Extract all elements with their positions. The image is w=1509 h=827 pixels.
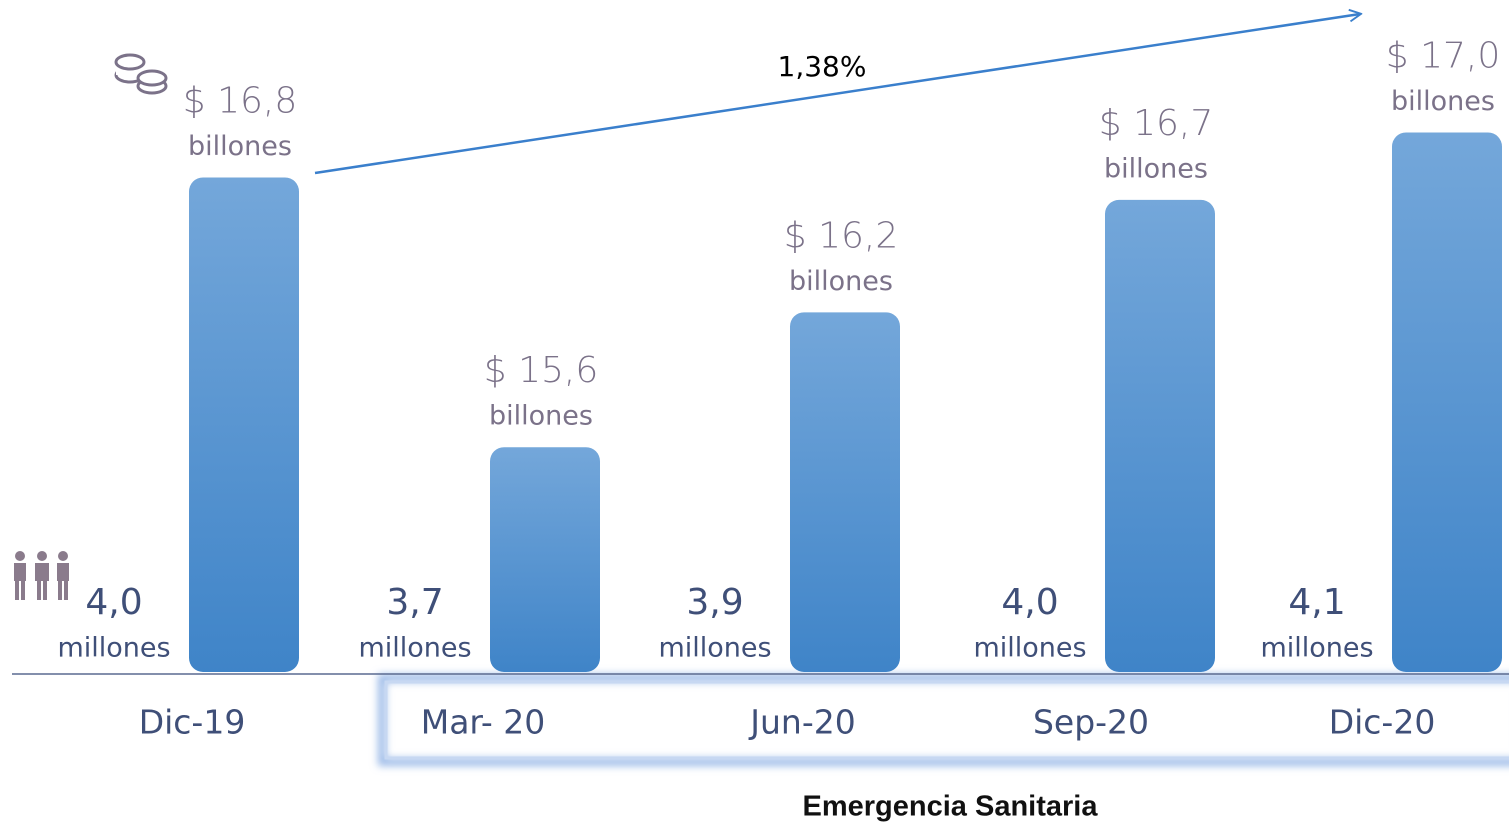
bar [790,312,900,672]
highlight-box [384,680,1509,760]
coins-icon [114,53,168,95]
bar [1392,132,1502,673]
people-unit: millones [1260,633,1373,664]
people-unit: millones [358,633,471,664]
value-label: $ 17,0 [1386,35,1501,76]
annotation: 1,38% [778,50,867,83]
bar [189,177,299,672]
bar [490,447,600,672]
people-unit: millones [658,633,771,664]
people-icon [14,551,69,600]
value-unit: billones [489,401,593,432]
people-label: 4,0 [1001,582,1058,623]
value-label: $ 16,2 [784,215,899,256]
x-tick-label: Sep-20 [1033,703,1149,742]
highlight-glow [378,674,1509,766]
x-tick-label: Mar- 20 [421,703,546,742]
footer: Emergencia Sanitaria [803,791,1099,823]
bar [1105,199,1215,673]
trend-arrow [314,14,1360,175]
value-label: $ 15,6 [484,350,599,391]
value-label: $ 16,8 [183,80,298,121]
value-unit: billones [1391,86,1495,117]
value-unit: billones [188,131,292,162]
value-unit: billones [1104,153,1208,184]
people-label: 4,0 [85,582,142,623]
x-tick-label: Jun-20 [748,703,855,742]
people-unit: millones [973,633,1086,664]
x-tick-label: Dic-19 [139,703,246,742]
value-unit: billones [789,266,893,297]
people-label: 3,7 [386,582,443,623]
x-tick-label: Dic-20 [1329,703,1436,742]
value-label: $ 16,7 [1099,103,1214,144]
people-label: 3,9 [686,582,743,623]
people-label: 4,1 [1288,582,1345,623]
people-unit: millones [57,633,170,664]
